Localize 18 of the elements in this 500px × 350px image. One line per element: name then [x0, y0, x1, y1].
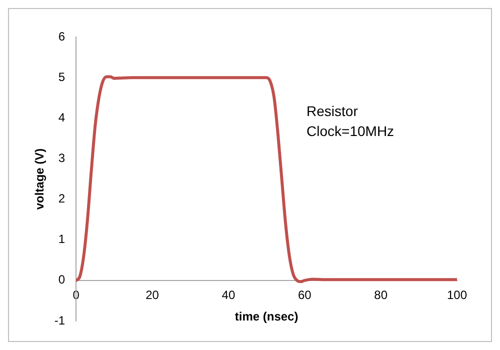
y-tick-label: 3 — [58, 151, 66, 166]
y-tick-label: 6 — [58, 29, 66, 44]
x-tick-label: 80 — [374, 288, 388, 302]
x-axis-title: time (nsec) — [234, 309, 298, 324]
x-tick-label: 60 — [298, 288, 312, 302]
y-tick-label: 5 — [58, 70, 66, 84]
y-tick-label: 4 — [58, 110, 66, 124]
x-tick-label: 20 — [146, 288, 160, 302]
x-tick-label: 100 — [446, 288, 468, 302]
annotation: Resistor — [306, 102, 358, 119]
y-tick-label: 1 — [58, 232, 66, 246]
line-series — [76, 75, 457, 284]
y-tick-label: 0 — [58, 272, 66, 287]
annotation: Clock=10MHz — [306, 122, 394, 139]
y-axis-title: voltage (V) — [32, 148, 47, 210]
y-tick-label: 2 — [58, 192, 66, 206]
y-tick-label: -1 — [54, 313, 66, 328]
x-tick-label: 40 — [222, 288, 236, 302]
